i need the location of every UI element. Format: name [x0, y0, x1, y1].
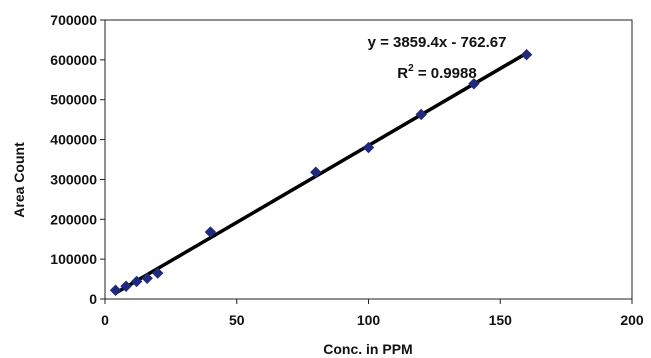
y-tick-label: 300000	[50, 171, 97, 187]
x-axis-title: Conc. in PPM	[323, 341, 412, 357]
data-point-diamond	[204, 226, 217, 238]
plot-area-frame	[104, 19, 633, 300]
y-axis-ticks: 0 100000 200000 300000 400000 500000 600000 700…	[50, 12, 105, 307]
y-tick-label: 0	[89, 291, 97, 307]
data-point-diamond	[151, 267, 164, 279]
data-point-diamond	[520, 48, 533, 61]
y-tick-label: 100000	[50, 251, 97, 267]
data-point-diamond	[120, 280, 132, 292]
data-point-diamond	[141, 272, 153, 284]
r-squared-value: = 0.9988	[414, 65, 477, 82]
data-point-diamond	[130, 275, 143, 288]
linear-trendline	[114, 51, 528, 295]
y-tick-label: 700000	[50, 12, 97, 28]
y-tick-label: 200000	[50, 211, 97, 227]
y-axis-title: Area Count	[11, 142, 27, 218]
x-tick-label: 150	[489, 312, 513, 328]
y-tick-label: 500000	[50, 92, 97, 108]
data-point-diamond	[109, 284, 122, 296]
data-point-diamond	[415, 108, 427, 121]
r-squared-prefix: R	[397, 65, 408, 82]
data-point-diamond	[468, 78, 480, 90]
x-axis-ticks: 0 50 100 150 200	[101, 299, 644, 328]
r-squared-superscript: 2	[408, 63, 414, 74]
data-point-diamond	[310, 166, 322, 178]
x-tick-label: 50	[229, 312, 245, 328]
y-tick-label: 400000	[50, 132, 97, 148]
trendline-equation: y = 3859.4x - 762.67	[368, 34, 507, 51]
data-point-diamond	[362, 141, 375, 154]
r-squared-label: R2 = 0.9988	[397, 63, 476, 82]
x-tick-label: 200	[620, 312, 644, 328]
data-points	[109, 48, 533, 296]
x-tick-label: 0	[101, 312, 109, 328]
y-tick-label: 600000	[50, 52, 97, 68]
x-tick-label: 100	[357, 312, 381, 328]
